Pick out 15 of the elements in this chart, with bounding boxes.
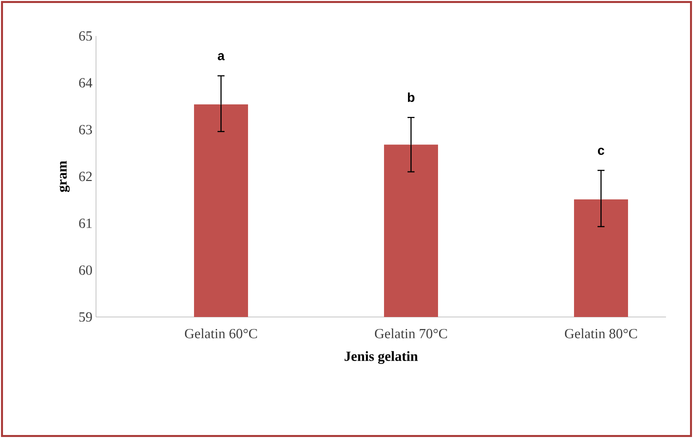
annotation: c: [598, 148, 604, 155]
y-tick-label: 61: [79, 218, 92, 228]
y-tick-label: 59: [79, 312, 92, 322]
x-axis-title: Jenis gelatin: [344, 351, 418, 364]
y-axis-title: gram: [59, 160, 70, 192]
y-tick-label: 65: [79, 31, 92, 41]
x-tick-label: Gelatin 70°C: [374, 328, 447, 338]
y-tick-label: 60: [79, 265, 92, 275]
y-tick-label: 63: [79, 124, 92, 134]
x-tick-label: Gelatin 60°C: [184, 328, 257, 338]
y-tick-label: 64: [79, 78, 92, 88]
annotation: b: [408, 92, 414, 102]
y-tick-label: 62: [79, 172, 92, 182]
annotation: a: [218, 53, 225, 60]
x-tick-label: Gelatin 80°C: [564, 328, 637, 338]
